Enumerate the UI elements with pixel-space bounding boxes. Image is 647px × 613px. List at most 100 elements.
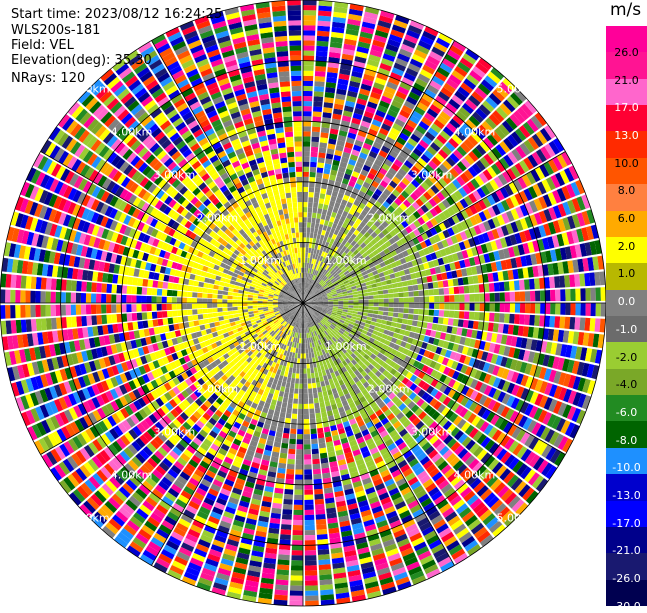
velocity-gate <box>303 96 312 101</box>
velocity-gate <box>373 295 378 299</box>
velocity-gate <box>315 377 319 383</box>
velocity-gate <box>303 116 311 121</box>
velocity-gate <box>304 374 307 379</box>
velocity-gate <box>316 524 326 530</box>
velocity-gate <box>318 433 325 439</box>
velocity-gate <box>489 313 495 322</box>
velocity-gate <box>454 303 459 310</box>
velocity-gate <box>286 413 292 419</box>
velocity-gate <box>280 529 291 535</box>
velocity-gate <box>317 529 328 535</box>
velocity-gate <box>315 413 321 419</box>
velocity-gate <box>315 372 319 378</box>
velocity-gate <box>439 288 445 295</box>
velocity-gate <box>589 318 595 331</box>
velocity-gate <box>397 282 403 287</box>
velocity-gate <box>388 307 393 311</box>
velocity-gate <box>299 394 303 399</box>
velocity-gate <box>322 209 327 215</box>
velocity-gate <box>303 167 309 172</box>
velocity-gate <box>368 310 373 314</box>
velocity-gate <box>303 242 306 247</box>
velocity-gate <box>545 290 550 301</box>
velocity-gate <box>468 276 474 284</box>
velocity-gate <box>288 398 293 404</box>
velocity-gate <box>384 299 389 303</box>
velocity-gate <box>282 402 287 408</box>
velocity-gate <box>575 303 580 316</box>
velocity-gate <box>364 303 369 306</box>
velocity-gate <box>529 279 535 290</box>
velocity-gate <box>358 303 363 306</box>
velocity-gate <box>424 309 429 315</box>
velocity-gate <box>494 282 500 291</box>
velocity-gate <box>438 281 444 288</box>
velocity-gate <box>317 387 322 393</box>
velocity-gate <box>494 313 500 322</box>
velocity-gate <box>303 182 308 187</box>
velocity-gate <box>310 167 316 172</box>
velocity-gate <box>364 300 369 303</box>
velocity-gate <box>304 379 308 384</box>
velocity-gate <box>318 392 323 398</box>
velocity-gate <box>310 162 317 168</box>
velocity-gate <box>324 220 329 226</box>
velocity-gate <box>549 316 555 328</box>
velocity-gate <box>310 363 313 368</box>
velocity-gate <box>362 312 367 316</box>
velocity-gate <box>303 40 315 45</box>
velocity-gate <box>534 278 540 289</box>
velocity-gate <box>535 291 540 302</box>
velocity-gate <box>540 290 545 301</box>
velocity-gate <box>394 303 399 307</box>
velocity-gate <box>291 378 295 383</box>
velocity-gate <box>453 319 459 327</box>
velocity-gate <box>560 289 565 301</box>
velocity-gate <box>280 386 285 392</box>
velocity-gate <box>318 11 331 17</box>
velocity-gate <box>317 167 324 173</box>
velocity-gate <box>333 299 338 301</box>
velocity-gate <box>290 591 303 596</box>
velocity-gate <box>287 377 291 383</box>
velocity-gate <box>316 514 326 520</box>
velocity-gate <box>277 559 289 565</box>
velocity-gate <box>363 293 368 296</box>
velocity-gate <box>338 301 343 303</box>
velocity-gate <box>504 281 510 291</box>
velocity-gate <box>322 468 330 474</box>
velocity-gate <box>315 408 321 414</box>
velocity-gate <box>303 162 309 167</box>
velocity-gate <box>285 367 289 373</box>
velocity-gate <box>348 308 353 311</box>
velocity-gate <box>316 519 326 525</box>
velocity-gate <box>304 404 309 409</box>
velocity-gate <box>311 352 314 357</box>
velocity-gate <box>288 454 295 460</box>
velocity-gate <box>307 368 310 373</box>
velocity-gate <box>285 387 290 393</box>
velocity-gate <box>296 449 303 454</box>
velocity-gate <box>313 464 321 470</box>
velocity-gate <box>305 333 307 338</box>
velocity-gate <box>281 407 287 413</box>
velocity-gate <box>323 391 328 397</box>
velocity-gate <box>314 494 323 500</box>
velocity-gate <box>297 363 300 368</box>
velocity-gate <box>529 315 535 326</box>
velocity-gate <box>295 383 299 388</box>
velocity-gate <box>309 403 314 408</box>
velocity-gate <box>303 136 311 141</box>
velocity-gate <box>281 381 286 387</box>
velocity-gate <box>371 283 377 287</box>
velocity-gate <box>309 243 312 248</box>
velocity-gate <box>317 234 321 240</box>
velocity-gate <box>303 56 314 61</box>
velocity-gate <box>464 286 470 294</box>
velocity-gate <box>295 353 298 358</box>
velocity-gate <box>293 363 296 368</box>
velocity-gate <box>554 276 560 288</box>
velocity-gate <box>309 408 314 413</box>
velocity-gate <box>595 318 601 332</box>
velocity-gate <box>579 318 585 331</box>
